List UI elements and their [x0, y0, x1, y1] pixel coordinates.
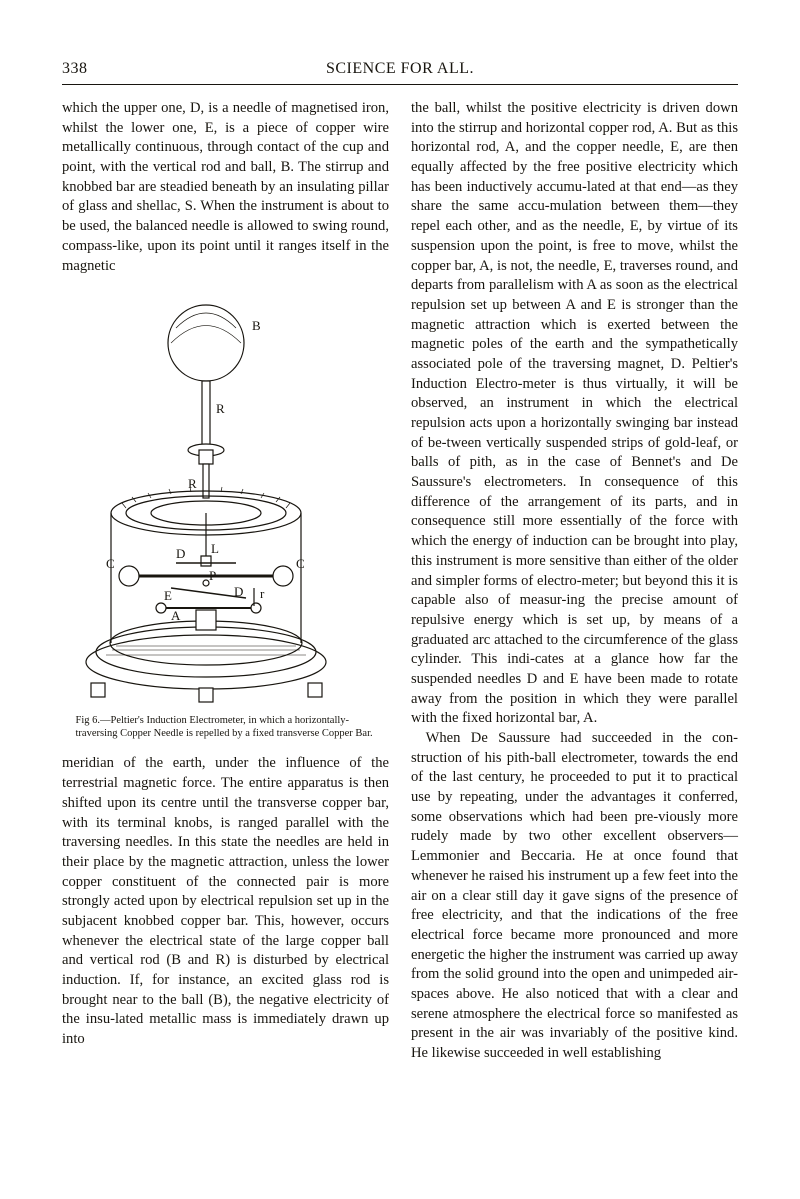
label-r: r [260, 586, 265, 601]
figure-electrometer: B R R C C L D D P E A r Fig 6.—Peltier's [76, 288, 376, 740]
left-column: which the upper one, D, is a needle of m… [62, 99, 389, 1064]
figure-caption: Fig 6.—Peltier's Induction Electrometer,… [76, 714, 376, 740]
page: 338 SCIENCE FOR ALL. which the upper one… [0, 0, 800, 1104]
label-E: E [164, 588, 172, 603]
label-R-top: R [216, 401, 225, 416]
columns: which the upper one, D, is a needle of m… [62, 99, 738, 1064]
electrometer-svg: B R R C C L D D P E A r [76, 288, 376, 708]
right-para-1: the ball, whilst the positive electricit… [411, 99, 738, 729]
label-D-upper: D [176, 546, 185, 561]
label-B: B [252, 318, 261, 333]
label-L: L [211, 541, 219, 556]
left-para-1: which the upper one, D, is a needle of m… [62, 99, 389, 276]
label-D-lower: D [234, 584, 243, 599]
left-para-2: meridian of the earth, under the influen… [62, 754, 389, 1049]
running-title: SCIENCE FOR ALL. [326, 60, 474, 78]
label-C-left: C [106, 556, 115, 571]
label-P: P [209, 568, 216, 583]
running-head: 338 SCIENCE FOR ALL. [62, 60, 738, 78]
label-A: A [171, 608, 181, 623]
right-column: the ball, whilst the positive electricit… [411, 99, 738, 1064]
head-rule [62, 84, 738, 85]
right-para-2: When De Saussure had succeeded in the co… [411, 729, 738, 1064]
page-number: 338 [62, 60, 88, 78]
label-C-right: C [296, 556, 305, 571]
label-R-mid: R [188, 476, 197, 491]
